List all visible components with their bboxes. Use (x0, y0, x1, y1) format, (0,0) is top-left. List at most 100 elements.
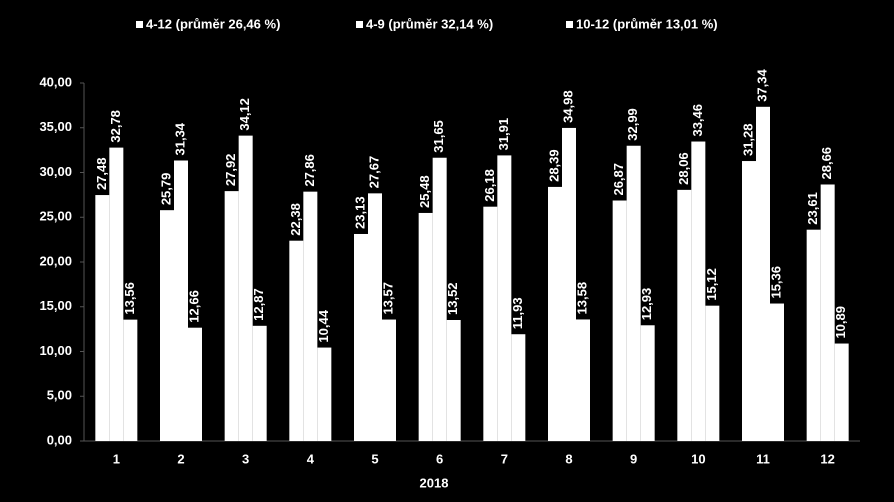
bar (548, 186, 562, 441)
bar (612, 200, 627, 441)
data-label: 31,28 (740, 123, 755, 156)
legend-label: 4-9 (průměr 32,14 %) (366, 16, 493, 31)
bar (834, 343, 849, 441)
legend-marker (136, 21, 143, 28)
bar (289, 240, 304, 441)
data-label: 11,93 (510, 297, 525, 329)
x-tick-label: 5 (371, 451, 378, 466)
bar (109, 147, 124, 441)
y-tick-label: 25,00 (39, 209, 72, 224)
data-label: 27,48 (94, 158, 109, 191)
bar (756, 106, 770, 441)
data-label: 12,87 (251, 288, 266, 321)
bar (368, 193, 382, 441)
bar (705, 305, 720, 441)
y-tick-label: 5,00 (47, 388, 72, 403)
data-label: 32,78 (108, 110, 123, 143)
bar (252, 325, 267, 441)
data-label: 13,58 (574, 282, 589, 315)
data-label: 10,89 (833, 306, 848, 339)
bar (497, 155, 512, 441)
data-label: 28,39 (546, 149, 561, 182)
data-label: 13,57 (380, 282, 395, 315)
x-tick-label: 12 (820, 451, 834, 466)
x-axis-label: 2018 (420, 475, 449, 490)
data-label: 37,34 (754, 69, 769, 102)
x-tick-label: 6 (436, 451, 443, 466)
y-tick-label: 35,00 (39, 119, 72, 134)
y-tick-label: 30,00 (39, 164, 72, 179)
legend-marker (566, 21, 573, 28)
x-tick-label: 4 (307, 451, 315, 466)
data-label: 31,34 (172, 122, 187, 155)
data-label: 13,52 (445, 282, 460, 315)
bar (160, 210, 174, 441)
bar (483, 206, 498, 441)
x-tick-label: 2 (177, 451, 184, 466)
bar (418, 212, 433, 441)
data-label: 15,12 (704, 268, 719, 301)
data-label: 32,99 (625, 108, 640, 141)
bar (562, 127, 576, 441)
x-tick-label: 11 (756, 451, 770, 466)
data-label: 26,87 (611, 163, 626, 196)
data-label: 34,12 (237, 98, 252, 131)
y-tick-label: 40,00 (39, 74, 72, 89)
bar (626, 145, 641, 441)
bar (354, 233, 368, 441)
data-label: 23,13 (352, 196, 367, 229)
data-label: 27,67 (366, 156, 381, 189)
legend-marker (356, 21, 363, 28)
bar (511, 334, 526, 441)
data-label: 22,38 (288, 203, 303, 236)
bar (382, 319, 396, 441)
bar (446, 319, 461, 441)
data-label: 33,46 (690, 104, 705, 137)
data-label: 25,48 (417, 175, 432, 208)
data-label: 27,86 (302, 154, 317, 187)
x-tick-label: 9 (630, 451, 637, 466)
data-label: 15,36 (768, 266, 783, 299)
bar (742, 161, 756, 441)
data-label: 12,93 (639, 288, 654, 321)
bar (576, 319, 590, 441)
bar (238, 135, 253, 441)
bar (640, 325, 655, 441)
x-tick-label: 7 (501, 451, 508, 466)
data-label: 34,98 (560, 90, 575, 123)
legend-label: 4-12 (průměr 26,46 %) (146, 16, 280, 31)
data-label: 13,56 (122, 282, 137, 315)
bar (691, 141, 706, 441)
x-tick-label: 1 (113, 451, 120, 466)
data-label: 27,92 (223, 154, 238, 187)
y-tick-label: 10,00 (39, 343, 72, 358)
data-label: 26,18 (482, 169, 497, 202)
y-tick-label: 15,00 (39, 298, 72, 313)
data-label: 28,06 (676, 152, 691, 185)
y-tick-label: 0,00 (47, 432, 72, 447)
bar (317, 347, 332, 441)
bar (95, 195, 110, 441)
x-tick-label: 8 (565, 451, 572, 466)
data-label: 31,65 (431, 120, 446, 153)
data-label: 12,66 (186, 290, 201, 323)
bar (174, 160, 188, 441)
x-tick-label: 10 (691, 451, 705, 466)
bar (224, 191, 239, 441)
data-label: 10,44 (316, 309, 331, 342)
bar (432, 157, 447, 442)
data-label: 25,79 (158, 173, 173, 206)
bar (806, 229, 821, 441)
bar (188, 327, 202, 441)
data-label: 31,91 (496, 118, 511, 151)
legend-label: 10-12 (průměr 13,01 %) (576, 16, 718, 31)
bar (677, 189, 692, 441)
x-tick-label: 3 (242, 451, 249, 466)
bar (303, 191, 318, 441)
bar (123, 319, 138, 441)
y-tick-label: 20,00 (39, 253, 72, 268)
bar (820, 184, 835, 442)
bar (770, 303, 784, 441)
data-label: 23,61 (805, 192, 820, 225)
